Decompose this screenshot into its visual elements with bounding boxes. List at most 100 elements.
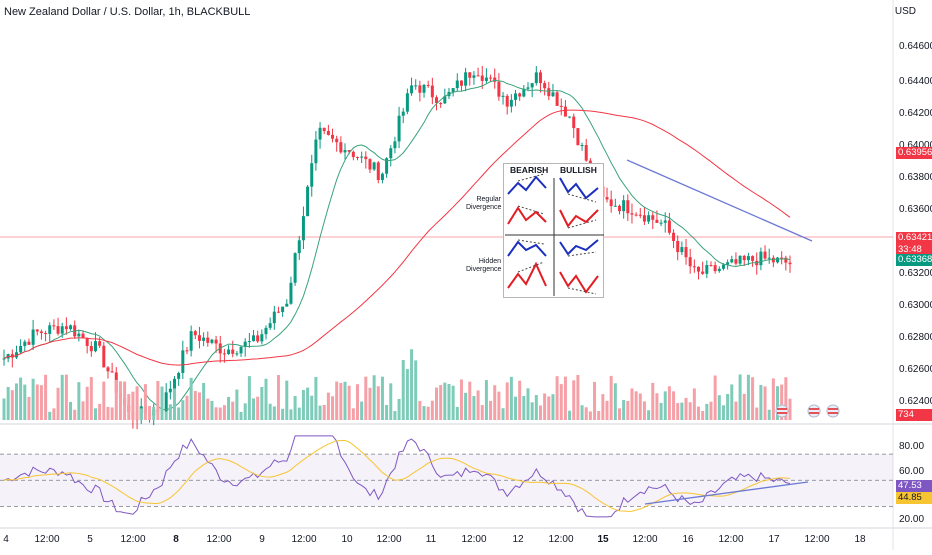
volume-bar	[767, 409, 771, 420]
volume-bar	[264, 378, 268, 420]
ma-red-price-badge: 0.63956	[896, 147, 932, 159]
volume-bar	[505, 382, 509, 420]
volume-bar	[551, 394, 555, 420]
candle-body	[285, 303, 289, 307]
last-price-badge: 0.63421 33:48	[896, 232, 932, 255]
volume-bar	[152, 406, 156, 420]
candle-body	[243, 341, 247, 347]
volume-bar	[260, 387, 264, 420]
volume-bar	[435, 387, 439, 420]
volume-bar	[672, 391, 676, 420]
volume-bar	[676, 403, 680, 420]
volume-bar	[617, 408, 621, 420]
candle-body	[64, 326, 68, 330]
candle-body	[19, 345, 23, 353]
candle-body	[235, 353, 239, 355]
volume-bar	[114, 379, 118, 420]
volume-bar	[73, 409, 77, 420]
volume-bar	[626, 400, 630, 420]
candle-body	[385, 158, 389, 174]
candle-body	[185, 350, 189, 352]
candle-body	[476, 75, 480, 77]
volume-bar	[322, 404, 326, 420]
time-label: 12:00	[376, 534, 402, 545]
volume-bar	[634, 391, 638, 420]
volume-bar	[372, 375, 376, 420]
candle-body	[439, 103, 443, 105]
volume-bar	[27, 396, 31, 420]
candle-body	[297, 240, 301, 254]
volume-bar	[289, 409, 293, 420]
candle-body	[177, 372, 181, 379]
volume-bar	[701, 410, 705, 420]
ma-green-price-badge: 0.63368	[896, 254, 932, 266]
volume-bar	[123, 381, 127, 420]
last-price-value: 0.63421	[898, 232, 932, 243]
volume-bar	[784, 377, 788, 420]
candle-body	[410, 85, 414, 94]
volume-bar	[751, 377, 755, 420]
candle-body	[276, 311, 280, 313]
candle-body	[709, 265, 713, 267]
volume-bar	[397, 398, 401, 420]
candle-body	[414, 85, 418, 87]
volume-bar	[102, 381, 106, 420]
volume-bar	[347, 385, 351, 420]
price-tick: 0.63000	[899, 300, 932, 311]
volume-bar	[780, 384, 784, 420]
volume-bar	[726, 393, 730, 420]
candle-body	[93, 341, 97, 352]
volume-bar	[243, 403, 247, 420]
volume-bar	[455, 406, 459, 420]
volume-bar	[52, 408, 56, 420]
candle-body	[605, 197, 609, 200]
volume-bar	[385, 404, 389, 420]
volume-bar	[692, 388, 696, 420]
symbol-title[interactable]: New Zealand Dollar / U.S. Dollar, 1h, BL…	[4, 6, 251, 18]
volume-bar	[364, 376, 368, 420]
volume-bar	[443, 382, 447, 420]
candle-body	[376, 162, 380, 181]
candle-body	[684, 247, 688, 258]
volume-bar	[318, 405, 322, 420]
economic-event-flag-icon	[775, 404, 789, 418]
volume-bar	[684, 397, 688, 420]
candle-body	[85, 338, 89, 346]
volume-bar	[19, 377, 23, 420]
candle-body	[351, 151, 355, 158]
candle-body	[580, 145, 584, 147]
candle-body	[617, 205, 621, 212]
candle-body	[256, 335, 260, 342]
candle-body	[518, 93, 522, 97]
volume-bar	[272, 406, 276, 420]
volume-bar	[410, 349, 414, 420]
volume-bar	[193, 390, 197, 420]
volume-bar	[276, 375, 280, 420]
volume-bar	[69, 401, 73, 420]
volume-bar	[522, 395, 526, 420]
volume-bar	[763, 386, 767, 420]
candle-body	[522, 88, 526, 97]
candle-body	[252, 335, 256, 342]
candle-body	[459, 80, 463, 86]
candle-body	[514, 93, 518, 100]
candle-body	[472, 75, 476, 78]
volume-bar	[368, 387, 372, 420]
candle-body	[659, 222, 663, 224]
candle-body	[730, 259, 734, 263]
price-tick: 0.63600	[899, 204, 932, 215]
volume-bar	[281, 408, 285, 420]
volume-bar	[360, 401, 364, 420]
candle-body	[667, 220, 671, 233]
candle-body	[306, 186, 310, 217]
candle-body	[767, 257, 771, 259]
volume-bar	[476, 390, 480, 420]
volume-bar	[118, 381, 122, 420]
candle-body	[713, 265, 717, 272]
candle-body	[497, 81, 501, 97]
volume-bar	[297, 407, 301, 420]
volume-bar	[164, 411, 168, 420]
volume-bar	[518, 380, 522, 420]
